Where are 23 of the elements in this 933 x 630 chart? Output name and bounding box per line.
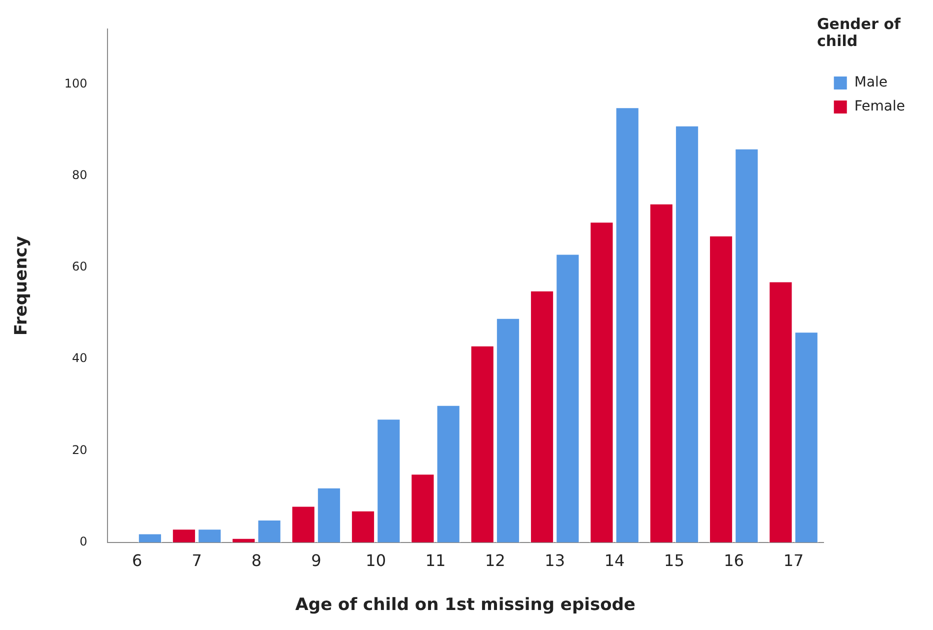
y-tick-label: 100 <box>64 76 88 90</box>
x-tick-label: 13 <box>544 551 566 570</box>
legend-title: Gender of child <box>817 15 902 50</box>
y-tick-label: 40 <box>72 351 88 366</box>
x-tick-label: 16 <box>724 551 744 570</box>
x-tick-label: 8 <box>251 551 262 570</box>
y-tick-label: 80 <box>72 168 88 182</box>
y-axis-title: Frequency <box>12 236 32 336</box>
y-tick-label: 0 <box>80 534 88 549</box>
x-tick-label: 15 <box>664 551 684 570</box>
x-tick-label: 12 <box>485 551 506 570</box>
x-axis-title: Age of child on 1st missing episode <box>295 595 636 616</box>
x-tick-label: 11 <box>425 551 446 570</box>
x-tick-label: 10 <box>366 551 386 570</box>
legend-label: Male <box>854 74 888 91</box>
x-tick-label: 6 <box>132 551 142 570</box>
y-tick-label: 60 <box>72 260 88 274</box>
y-tick-label: 20 <box>72 442 88 457</box>
x-tick-label: 9 <box>311 551 322 570</box>
x-tick-label: 17 <box>783 551 804 570</box>
x-tick-label: 14 <box>604 551 625 570</box>
x-tick-label: 7 <box>192 551 202 570</box>
legend-label: Female <box>854 98 906 115</box>
